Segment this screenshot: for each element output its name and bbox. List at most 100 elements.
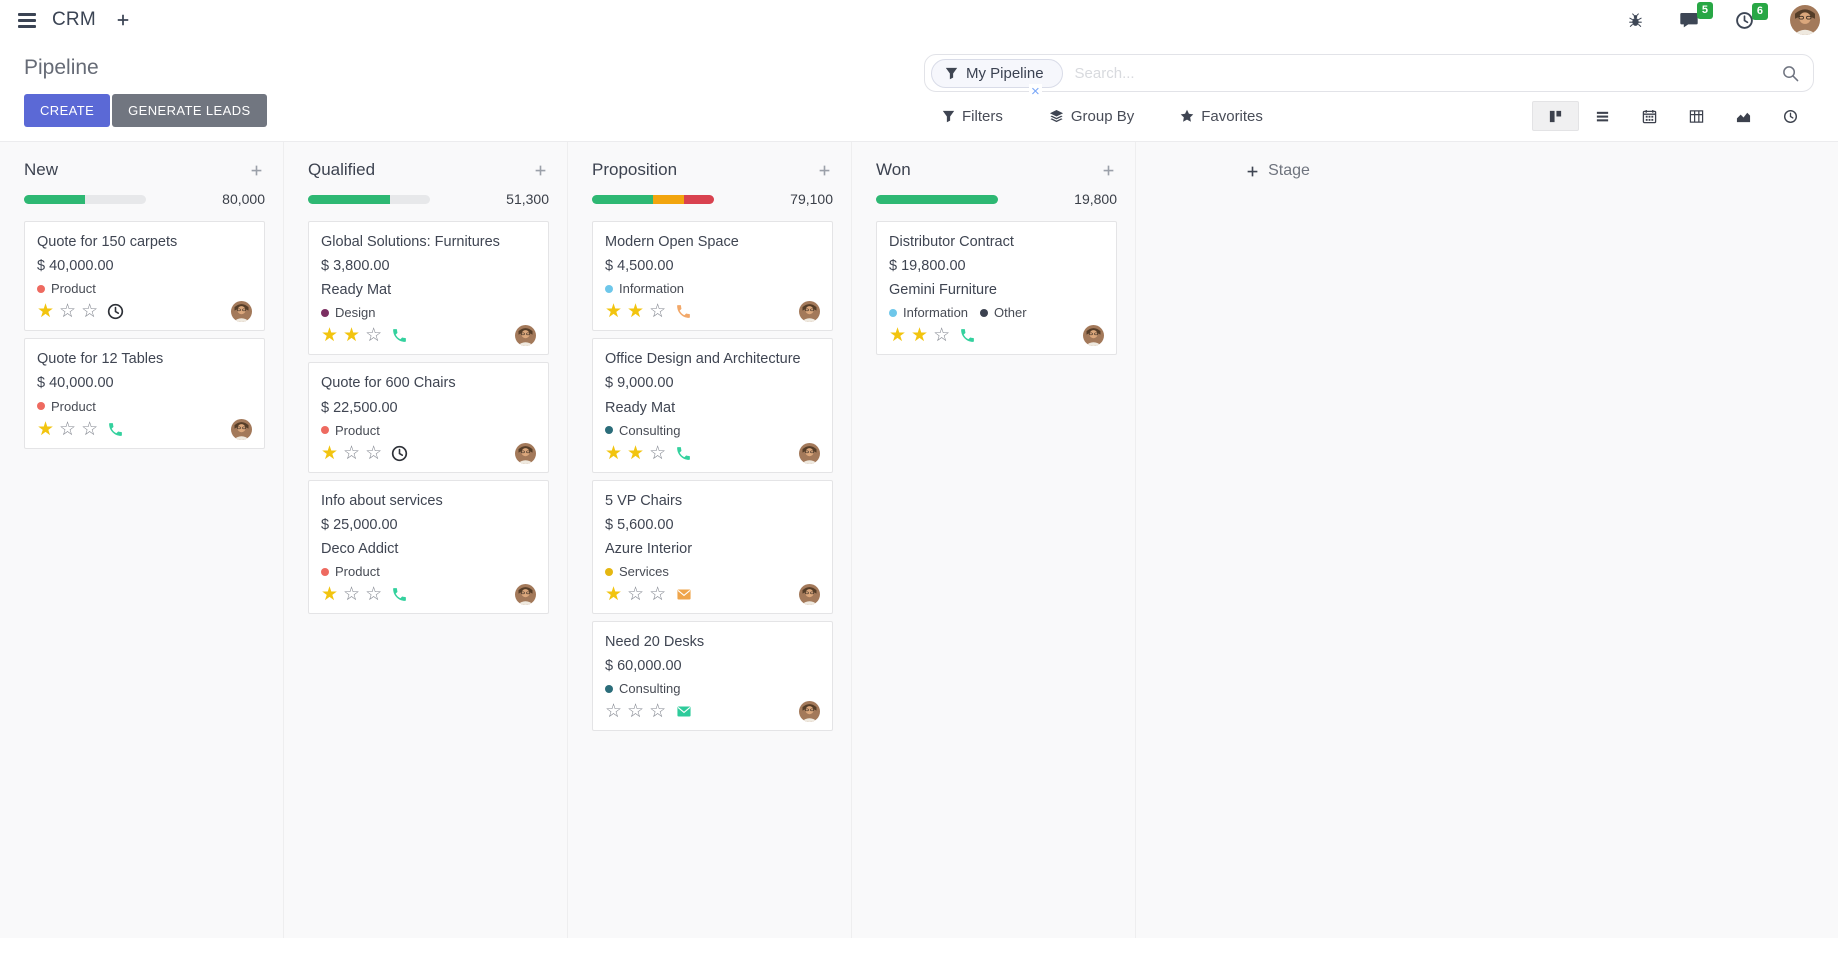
star-icon[interactable]: ☆ [627, 701, 645, 723]
star-icon[interactable]: ☆ [343, 584, 361, 605]
column-total: 51,300 [506, 191, 549, 207]
salesperson-avatar[interactable] [799, 442, 820, 464]
facet-remove-icon[interactable]: × [1029, 83, 1042, 100]
star-icon[interactable]: ☆ [627, 584, 645, 605]
kanban-card[interactable]: 5 VP Chairs $ 5,600.00 Azure Interior Se… [592, 479, 833, 614]
kanban-card[interactable]: Distributor Contract $ 19,800.00 Gemini … [876, 221, 1117, 356]
activities-clock-icon[interactable]: 6 [1735, 2, 1768, 30]
star-icon[interactable]: ☆ [365, 584, 383, 605]
salesperson-avatar[interactable] [515, 442, 536, 464]
star-icon[interactable]: ★ [889, 325, 907, 347]
star-icon[interactable]: ★ [321, 584, 339, 605]
create-button[interactable]: CREATE [24, 94, 111, 127]
salesperson-avatar[interactable] [799, 584, 820, 605]
favorites-menu[interactable]: Favorites [1180, 108, 1263, 125]
envelope-icon[interactable] [675, 587, 693, 602]
star-icon[interactable]: ☆ [59, 418, 77, 440]
star-icon[interactable]: ☆ [649, 584, 667, 605]
salesperson-avatar[interactable] [799, 301, 820, 323]
star-icon[interactable]: ★ [627, 301, 645, 323]
star-icon[interactable]: ★ [321, 442, 339, 464]
star-icon[interactable]: ☆ [81, 301, 99, 323]
phone-icon[interactable] [391, 327, 408, 344]
calendar-view-icon[interactable] [1626, 101, 1673, 131]
card-title: Office Design and Architecture [605, 351, 801, 368]
kanban-card[interactable]: Quote for 600 Chairs $ 22,500.00 Product… [308, 362, 549, 473]
kanban-card[interactable]: Quote for 150 carpets $ 40,000.00 Produc… [24, 221, 265, 332]
quick-add-icon[interactable] [816, 162, 833, 179]
phone-icon[interactable] [391, 586, 408, 603]
salesperson-avatar[interactable] [231, 418, 252, 440]
apps-menu-icon[interactable] [14, 9, 40, 32]
salesperson-avatar[interactable] [799, 701, 820, 723]
tag-color-dot [321, 426, 329, 435]
star-icon[interactable]: ★ [605, 301, 623, 323]
group-by-menu[interactable]: Group By [1049, 108, 1134, 125]
star-icon[interactable]: ★ [37, 418, 55, 440]
priority-stars: ★ ☆ ☆ [37, 302, 98, 321]
pivot-view-icon[interactable] [1673, 101, 1720, 131]
kanban-card[interactable]: Quote for 12 Tables $ 40,000.00 Product … [24, 338, 265, 449]
star-icon[interactable]: ★ [911, 325, 929, 347]
star-icon[interactable]: ☆ [81, 418, 99, 440]
debug-bug-icon[interactable] [1628, 12, 1643, 28]
user-avatar[interactable] [1790, 5, 1820, 35]
column-progressbar[interactable] [308, 194, 430, 204]
quick-add-icon[interactable] [532, 162, 549, 179]
column-total: 80,000 [222, 191, 265, 207]
search-bar[interactable]: My Pipeline × [924, 54, 1814, 99]
graph-view-icon[interactable] [1720, 101, 1767, 131]
salesperson-avatar[interactable] [231, 301, 252, 323]
column-progressbar[interactable] [24, 194, 146, 204]
search-icon[interactable] [1782, 65, 1799, 82]
star-icon[interactable]: ☆ [605, 701, 623, 723]
search-facet[interactable]: My Pipeline [931, 58, 1063, 88]
filters-menu[interactable]: Filters [942, 108, 1003, 125]
star-icon[interactable]: ☆ [933, 325, 951, 347]
star-icon[interactable]: ☆ [59, 301, 77, 323]
star-icon[interactable]: ★ [627, 442, 645, 464]
star-icon[interactable]: ★ [37, 301, 55, 323]
messages-icon[interactable]: 5 [1679, 2, 1713, 30]
generate-leads-button[interactable]: GENERATE LEADS [112, 94, 267, 127]
star-icon[interactable]: ★ [343, 325, 361, 347]
star-icon[interactable]: ☆ [365, 442, 383, 464]
column-progressbar[interactable] [876, 194, 998, 204]
kanban-card[interactable]: Info about services $ 25,000.00 Deco Add… [308, 479, 549, 614]
quick-add-icon[interactable] [248, 162, 265, 179]
star-icon[interactable]: ☆ [649, 301, 667, 323]
tag-color-dot [605, 684, 613, 693]
add-stage-button[interactable]: Stage [1246, 162, 1310, 180]
kanban-card[interactable]: Need 20 Desks $ 60,000.00 Consulting ☆ ☆ ☆ [592, 621, 833, 732]
phone-icon[interactable] [959, 327, 976, 344]
star-icon[interactable]: ☆ [649, 442, 667, 464]
phone-icon[interactable] [675, 445, 692, 462]
star-icon[interactable]: ☆ [343, 442, 361, 464]
clock-icon[interactable] [391, 445, 408, 462]
app-name[interactable]: CRM [52, 9, 96, 30]
star-icon[interactable]: ☆ [649, 701, 667, 723]
star-icon[interactable]: ☆ [365, 325, 383, 347]
search-input[interactable] [1062, 64, 1782, 82]
salesperson-avatar[interactable] [515, 584, 536, 605]
column-progressbar[interactable] [592, 194, 714, 204]
clock-icon[interactable] [107, 303, 124, 320]
kanban-view-icon[interactable] [1532, 101, 1579, 131]
salesperson-avatar[interactable] [1083, 325, 1104, 347]
star-icon[interactable]: ★ [605, 442, 623, 464]
activity-view-icon[interactable] [1767, 101, 1814, 131]
star-icon[interactable]: ★ [321, 325, 339, 347]
plus-icon[interactable] [112, 9, 134, 31]
kanban-card[interactable]: Modern Open Space $ 4,500.00 Information… [592, 221, 833, 332]
kanban-card[interactable]: Global Solutions: Furnitures $ 3,800.00 … [308, 221, 549, 356]
quick-add-icon[interactable] [1100, 162, 1117, 179]
envelope-icon[interactable] [675, 704, 693, 719]
list-view-icon[interactable] [1579, 101, 1626, 131]
salesperson-avatar[interactable] [515, 325, 536, 347]
card-list: Quote for 150 carpets $ 40,000.00 Produc… [24, 221, 265, 449]
phone-icon[interactable] [107, 421, 124, 438]
kanban-card[interactable]: Office Design and Architecture $ 9,000.0… [592, 338, 833, 473]
phone-icon[interactable] [675, 303, 692, 320]
star-icon[interactable]: ★ [605, 584, 623, 605]
tag: Consulting [605, 681, 680, 696]
